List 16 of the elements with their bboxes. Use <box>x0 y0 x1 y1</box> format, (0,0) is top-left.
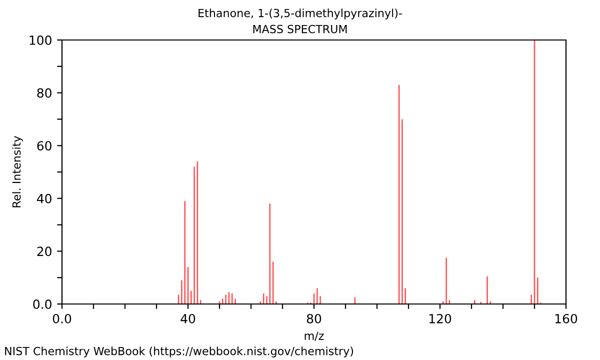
chart-subtitle: MASS SPECTRUM <box>253 24 347 34</box>
y-tick-label: 60 <box>37 141 52 151</box>
text: NIST Chemistry WebBook (https://webbook.nist.gov/chemistry) <box>5 346 354 358</box>
chart-title: Ethanone, 1-(3,5-dimethylpyrazinyl)- <box>198 8 402 20</box>
y-tick-label: 20 <box>37 246 52 256</box>
x-tick-label: 160 <box>555 314 578 324</box>
x-tick-label: 120 <box>429 314 452 324</box>
x-tick-label: 80 <box>306 314 322 324</box>
y-tick-label: 0.0 <box>33 299 52 309</box>
x-tick-label: 40 <box>180 314 196 324</box>
y-axis-title: Rel. Intensity <box>12 136 23 208</box>
y-tick-label: 40 <box>36 194 52 204</box>
x-axis-title: m/z <box>304 332 324 341</box>
y-tick-label: 80 <box>37 88 52 98</box>
y-tick-label: 100 <box>30 35 52 45</box>
x-tick-label: 0.0 <box>52 314 72 324</box>
